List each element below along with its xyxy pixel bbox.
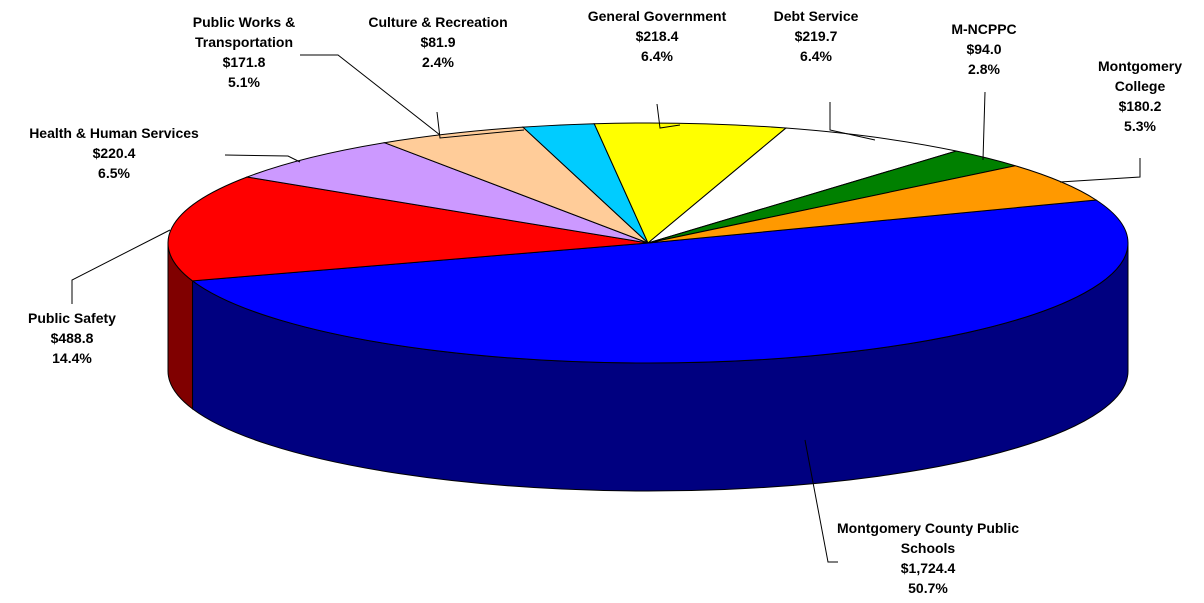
leader-line: [982, 91, 986, 161]
value-label: $219.7: [794, 28, 838, 44]
slice-label: Montgomery College $180.2 5.3%: [1085, 56, 1195, 136]
leader-line: [829, 102, 876, 141]
category-label: Montgomery College: [1098, 58, 1182, 94]
slice: [593, 122, 788, 244]
leader-line: [436, 111, 525, 139]
slice-label: M-NCPPC $94.0 2.8%: [924, 19, 1044, 79]
percent-label: 50.7%: [908, 580, 948, 596]
slice-label: Public Works & Transportation $171.8 5.1%: [169, 12, 319, 92]
percent-label: 6.4%: [800, 48, 832, 64]
slice: [191, 199, 1129, 364]
category-label: Public Safety: [28, 310, 116, 326]
percent-label: 5.1%: [228, 74, 260, 90]
category-label: General Government: [587, 8, 727, 24]
value-label: $171.8: [222, 54, 266, 70]
value-label: $180.2: [1118, 98, 1162, 114]
slice-label: Culture & Recreation $81.9 2.4%: [338, 12, 538, 72]
value-label: $94.0: [966, 41, 1002, 57]
leader-line: [804, 439, 838, 563]
category-label: Public Works & Transportation: [192, 14, 296, 50]
slice: [245, 142, 649, 244]
category-label: Montgomery County Public Schools: [837, 520, 1019, 556]
percent-label: 2.4%: [422, 54, 454, 70]
slice-label: Debt Service $219.7 6.4%: [756, 6, 876, 66]
value-label: $220.4: [92, 145, 136, 161]
slice-label: Health & Human Services $220.4 6.5%: [0, 123, 234, 183]
leader-line: [224, 154, 301, 163]
percent-label: 5.3%: [1124, 118, 1156, 134]
percent-label: 6.4%: [641, 48, 673, 64]
value-label: $1,724.4: [900, 560, 956, 576]
leader-line: [656, 103, 681, 129]
slice-label: Montgomery County Public Schools $1,724.4…: [828, 518, 1028, 598]
percent-label: 14.4%: [52, 350, 92, 366]
leader-line: [300, 54, 441, 136]
category-label: Culture & Recreation: [368, 14, 508, 30]
slice-label: General Government $218.4 6.4%: [557, 6, 757, 66]
leader-line: [1059, 158, 1141, 183]
slice-label: Public Safety $488.8 14.4%: [2, 308, 142, 368]
percent-label: 6.5%: [98, 165, 130, 181]
percent-label: 2.8%: [968, 61, 1000, 77]
category-label: Debt Service: [773, 8, 859, 24]
leader-line: [71, 229, 171, 304]
slice: [647, 127, 957, 244]
category-label: M-NCPPC: [951, 21, 1017, 37]
value-label: $488.8: [50, 330, 94, 346]
category-label: Health & Human Services: [29, 125, 199, 141]
value-label: $218.4: [635, 28, 679, 44]
slice: [167, 176, 649, 282]
value-label: $81.9: [420, 34, 456, 50]
slice: [382, 126, 649, 244]
